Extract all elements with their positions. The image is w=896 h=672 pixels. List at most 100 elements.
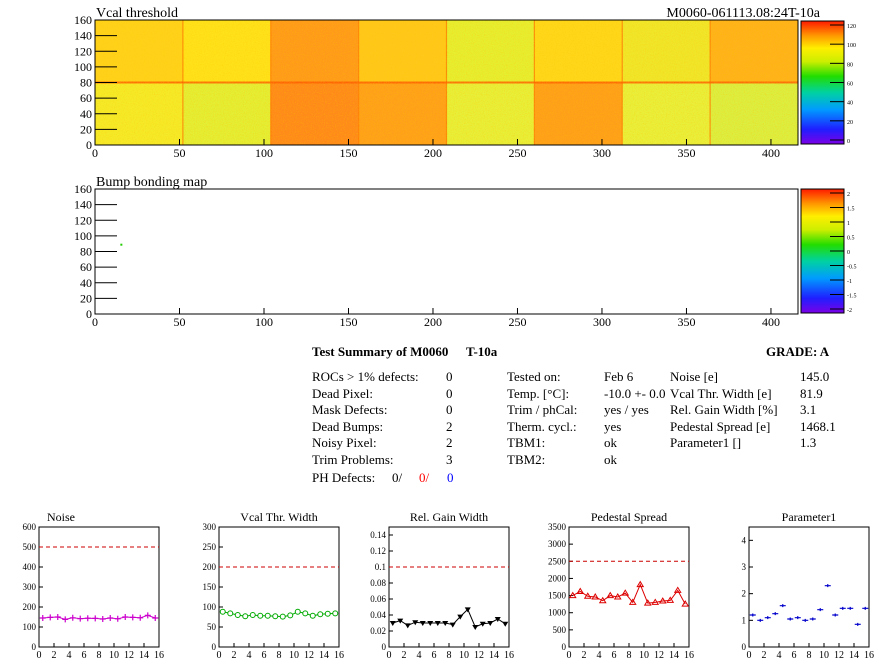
x-tick-label: 2 bbox=[402, 650, 407, 661]
colorbar-tick-label: 20 bbox=[847, 120, 853, 126]
y-tick-label: 60 bbox=[80, 260, 92, 274]
summary-right-value: 1468.1 bbox=[800, 418, 836, 434]
colorbar-tick-label: 1.5 bbox=[847, 207, 855, 213]
plot-frame bbox=[218, 526, 340, 648]
data-point bbox=[234, 612, 241, 618]
data-point bbox=[257, 612, 264, 619]
data-point bbox=[576, 587, 585, 594]
x-tick-label: 0 bbox=[92, 146, 98, 160]
y-tick-label: 0 bbox=[32, 642, 37, 652]
x-tick-label: 2 bbox=[582, 650, 587, 661]
data-point bbox=[442, 621, 449, 626]
x-tick-label: 300 bbox=[593, 146, 611, 160]
summary-right-label: Vcal Thr. Width [e] bbox=[670, 385, 772, 401]
data-point bbox=[847, 606, 854, 610]
data-point bbox=[404, 623, 411, 629]
data-point bbox=[764, 616, 771, 620]
y-tick-label: 60 bbox=[80, 91, 92, 105]
colorbar-tick-label: -2 bbox=[847, 308, 852, 314]
x-tick-label: 0 bbox=[217, 650, 222, 661]
y-tick-label: 20 bbox=[80, 291, 92, 305]
vcal-colorbar-scale: 120 100 80 60 40 20 0 bbox=[800, 20, 856, 145]
y-tick-label: 80 bbox=[80, 245, 92, 259]
y-tick-label: 0.04 bbox=[370, 610, 386, 620]
x-tick-label: 300 bbox=[593, 315, 611, 329]
summary-mid-value: yes bbox=[604, 418, 622, 434]
colorbar-tick-label: 1 bbox=[847, 221, 850, 227]
data-point bbox=[854, 622, 861, 626]
summary-right-value: 81.9 bbox=[800, 385, 823, 401]
colorbar-tick-label: 0 bbox=[847, 139, 850, 145]
data-point bbox=[862, 606, 869, 610]
colorbar-tick-label: -1 bbox=[847, 279, 852, 285]
x-tick-label: 200 bbox=[424, 146, 442, 160]
data-point bbox=[412, 620, 419, 626]
x-tick-label: 14 bbox=[669, 650, 679, 661]
y-tick-label: 140 bbox=[74, 29, 92, 43]
y-tick-label: 100 bbox=[23, 622, 37, 632]
data-point bbox=[839, 606, 846, 610]
y-tick-label: 0.02 bbox=[370, 626, 386, 636]
vcal-map-title: Vcal threshold bbox=[96, 6, 179, 21]
y-tick-label: 120 bbox=[74, 44, 92, 58]
data-point bbox=[122, 614, 129, 620]
x-tick-label: 0 bbox=[747, 650, 752, 661]
y-tick-label: 1 bbox=[742, 615, 747, 625]
summary-mid-value: -10.0 +- 0.0 bbox=[604, 385, 666, 401]
x-tick-label: 4 bbox=[417, 650, 422, 661]
gain-width-plot: Rel. Gain Width 0 0.02 0.04 0.06 0.08 0.1 0.12 0… bbox=[370, 510, 514, 661]
summary-left-label: Mask Defects: bbox=[312, 402, 388, 418]
data-point bbox=[77, 615, 84, 622]
data-point bbox=[419, 621, 426, 626]
y-tick-label: 3 bbox=[742, 562, 747, 572]
data-point bbox=[757, 618, 764, 622]
data-point bbox=[802, 618, 809, 622]
y-tick-label: 120 bbox=[74, 213, 92, 227]
x-tick-label: 12 bbox=[654, 650, 664, 661]
vcal-noise-overlay bbox=[95, 20, 798, 145]
y-tick-label: 4 bbox=[742, 535, 747, 545]
x-tick-label: 250 bbox=[508, 315, 526, 329]
x-tick-label: 0 bbox=[92, 315, 98, 329]
colorbar-frame bbox=[800, 20, 845, 145]
data-point bbox=[144, 612, 151, 619]
data-point bbox=[598, 596, 607, 604]
colorbar-tick-label: -1.5 bbox=[847, 294, 857, 300]
bump-map-svg: 0 50 100 150 200 250 300 350 4000204060801001201… bbox=[74, 182, 857, 329]
x-tick-label: 8 bbox=[807, 650, 812, 661]
x-tick-label: 400 bbox=[762, 146, 780, 160]
data-point bbox=[457, 614, 464, 620]
x-tick-label: 2 bbox=[232, 650, 237, 661]
x-tick-label: 4 bbox=[777, 650, 782, 661]
data-point bbox=[606, 591, 615, 599]
x-tick-label: 2 bbox=[52, 650, 57, 661]
plot-frame bbox=[388, 526, 510, 648]
x-tick-label: 150 bbox=[339, 146, 357, 160]
summary-left-label: ROCs > 1% defects: bbox=[312, 369, 419, 384]
series-line bbox=[42, 614, 156, 620]
data-point bbox=[568, 591, 577, 599]
x-tick-label: 16 bbox=[684, 650, 694, 661]
y-tick-label: 80 bbox=[80, 76, 92, 90]
summary-temp-code: T-10a bbox=[466, 344, 498, 359]
summary-mid-label: Temp. [°C]: bbox=[507, 385, 570, 401]
series-line bbox=[392, 608, 506, 628]
y-tick-label: 300 bbox=[23, 582, 37, 592]
data-point bbox=[54, 614, 61, 620]
series-line bbox=[222, 611, 336, 618]
y-tick-label: 0 bbox=[742, 642, 747, 652]
colorbar-frame bbox=[800, 188, 845, 314]
data-point bbox=[137, 614, 144, 621]
summary-mid-value: ok bbox=[604, 452, 617, 467]
data-point bbox=[636, 580, 645, 588]
x-tick-label: 150 bbox=[339, 315, 357, 329]
plot-title: Rel. Gain Width bbox=[410, 510, 488, 524]
x-tick-label: 12 bbox=[304, 650, 314, 661]
data-point bbox=[472, 625, 479, 630]
x-tick-label: 6 bbox=[82, 650, 87, 661]
x-tick-label: 200 bbox=[424, 315, 442, 329]
summary-right-label: Parameter1 [] bbox=[670, 435, 742, 451]
grade: GRADE: A bbox=[766, 344, 830, 359]
